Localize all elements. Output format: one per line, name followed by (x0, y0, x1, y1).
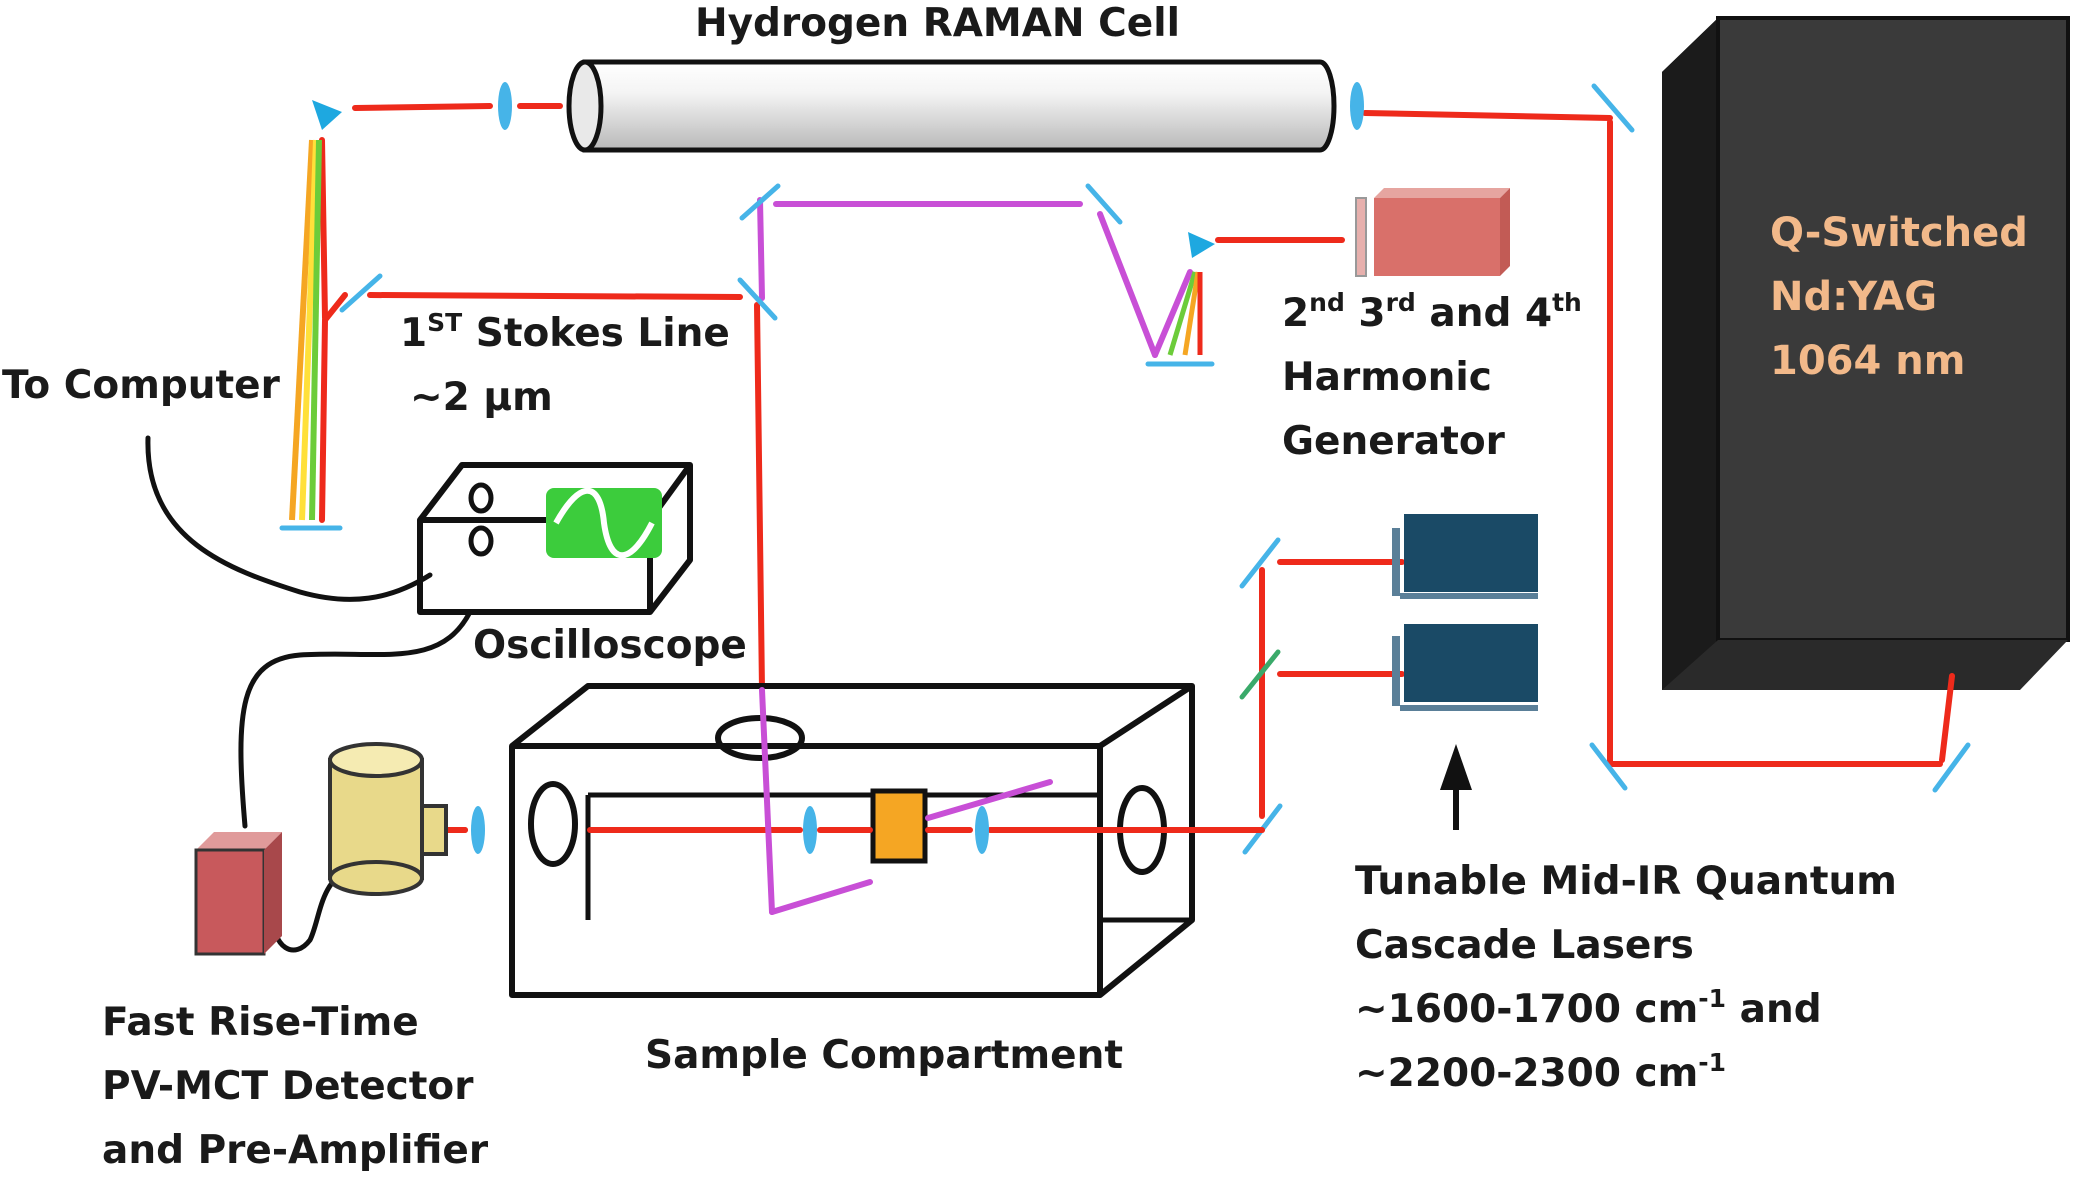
sample-cell (870, 788, 928, 864)
mirror-icon (1589, 742, 1628, 791)
arrow-up-icon (1440, 744, 1472, 790)
laser-label-line-1: Q-Switched (1770, 210, 2028, 256)
stokes-wavelength-label: ~2 µm (410, 375, 553, 420)
harmonic-label-line-3: Generator (1282, 419, 1506, 464)
qcl-label-line-4: ~2200-2300 cm-1 (1355, 1048, 1726, 1096)
mirror-icon (737, 277, 778, 321)
harmonic-label-line-2: Harmonic (1282, 355, 1492, 400)
prism-icon (1188, 232, 1215, 258)
oscilloscope-icon: Oscilloscope (417, 462, 747, 668)
lens-icon (471, 806, 485, 854)
raman-cell-label: Hydrogen RAMAN Cell (695, 1, 1180, 46)
prism-icon (312, 100, 342, 130)
to-computer-label: To Computer (2, 363, 281, 408)
sample-compartment: Sample Compartment (509, 683, 1195, 1078)
harmonic-generator: 2nd 3rd and 4th Harmonic Generator (1282, 188, 1582, 464)
qcl-label-line-2: Cascade Lasers (1355, 923, 1694, 968)
laser-label-line-2: Nd:YAG (1770, 274, 1937, 320)
mirror-icon (339, 273, 383, 313)
lens-icon (498, 82, 512, 130)
raman-cell: Hydrogen RAMAN Cell (566, 1, 1337, 153)
harmonic-label-line-1: 2nd 3rd and 4th (1282, 288, 1582, 336)
prisms (312, 100, 1215, 258)
detector-icon: Fast Rise-Time PV-MCT Detector and Pre-A… (102, 742, 489, 1173)
detector-label-line-2: PV-MCT Detector (102, 1064, 474, 1109)
dispersed-spectrum (289, 139, 322, 521)
quantum-cascade-lasers: Tunable Mid-IR Quantum Cascade Lasers ~1… (1355, 514, 1897, 1096)
mirror-icon (1085, 183, 1123, 225)
lens-icon (1350, 82, 1364, 130)
nd-yag-laser: Q-Switched Nd:YAG 1064 nm (1662, 16, 2070, 690)
detector-label-line-3: and Pre-Amplifier (102, 1128, 489, 1173)
qcl-label-line-1: Tunable Mid-IR Quantum (1355, 859, 1897, 904)
mirror-icon (1239, 649, 1281, 700)
mirror-icon (1239, 537, 1281, 589)
laser-label-line-3: 1064 nm (1770, 338, 1965, 384)
oscilloscope-label: Oscilloscope (473, 623, 747, 668)
sample-compartment-label: Sample Compartment (645, 1033, 1123, 1078)
qcl-label-line-3: ~1600-1700 cm-1 and (1355, 984, 1822, 1032)
mirrors (279, 83, 1971, 933)
detector-label-line-1: Fast Rise-Time (102, 1000, 419, 1045)
mirror-icon (739, 183, 781, 221)
mirror-icon (1932, 742, 1971, 793)
stokes-line-label: 1ST Stokes Line (400, 308, 730, 356)
mirror-icon (1591, 83, 1635, 133)
